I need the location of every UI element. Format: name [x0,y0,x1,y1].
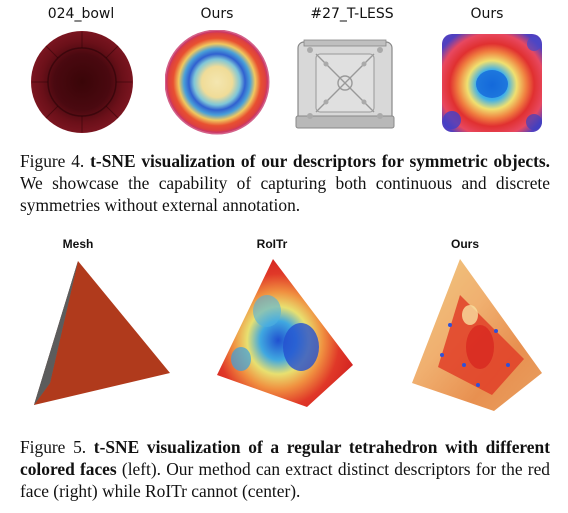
fig4-caption-prefix: Figure 4. [20,151,85,171]
fig4-bowl-descriptor-image [165,30,270,135]
fig4-caption: Figure 4. t-SNE visualization of our des… [20,150,550,216]
fig4-caption-rest: We showcase the capability of capturing … [20,173,550,215]
fig5-caption-prefix: Figure 5. [20,437,87,457]
fig5-label-ours: Ours [450,237,479,251]
fig5-roitr-descriptor-image [205,255,360,415]
fig4-tless-descriptor-image [440,30,545,135]
fig5-mesh-image [20,255,180,415]
fig5-caption: Figure 5. t-SNE visualization of a regul… [20,436,550,502]
fig5-label-roitr: RoITr [256,237,288,251]
fig4-label-ours-2: Ours [470,6,504,22]
fig5-ours-descriptor-image [398,255,553,415]
fig5-label-mesh: Mesh [62,237,94,251]
fig4-caption-bold: t-SNE visualization of our descriptors f… [90,151,551,171]
fig4-label-tless: #27_T-LESS [310,6,394,22]
fig4-label-bowl: 024_bowl [47,6,115,22]
fig4-tless-image [290,30,400,135]
fig5-caption-rest: (left). Our method can extract distinct … [20,459,550,501]
fig4-bowl-image [30,30,135,135]
fig4-label-ours-1: Ours [200,6,234,22]
fig5-caption-bold: t-SNE visualization of a regular tetrahe… [20,437,550,479]
